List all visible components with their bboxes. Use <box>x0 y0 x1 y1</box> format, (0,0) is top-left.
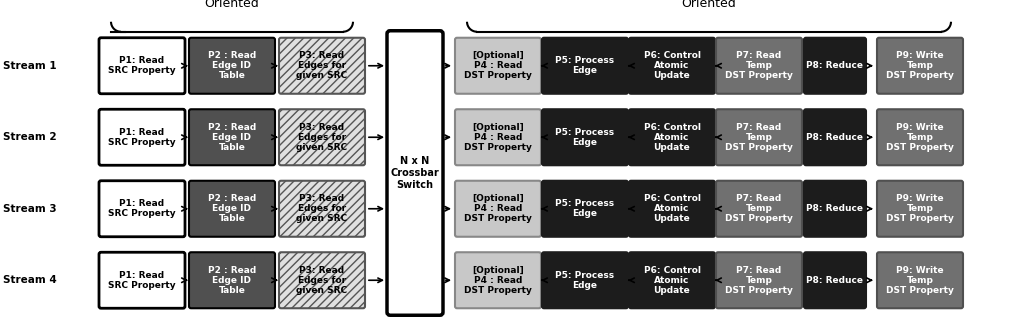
FancyBboxPatch shape <box>98 38 185 94</box>
Text: Source -
Oriented: Source - Oriented <box>204 0 260 10</box>
Text: P3: Read
Edges for
given SRC: P3: Read Edges for given SRC <box>297 266 348 295</box>
FancyBboxPatch shape <box>455 109 541 165</box>
Text: P6: Control
Atomic
Update: P6: Control Atomic Update <box>643 51 701 80</box>
Text: P8: Reduce: P8: Reduce <box>806 61 864 70</box>
FancyBboxPatch shape <box>279 252 365 308</box>
Text: N x N
Crossbar
Switch: N x N Crossbar Switch <box>391 156 439 190</box>
FancyBboxPatch shape <box>189 252 275 308</box>
FancyBboxPatch shape <box>804 252 866 308</box>
FancyBboxPatch shape <box>804 38 866 94</box>
Text: P1: Read
SRC Property: P1: Read SRC Property <box>108 199 175 218</box>
FancyBboxPatch shape <box>716 181 802 237</box>
Text: P1: Read
SRC Property: P1: Read SRC Property <box>108 56 175 75</box>
Text: P9: Write
Temp
DST Property: P9: Write Temp DST Property <box>886 194 954 223</box>
Text: P2 : Read
Edge ID
Table: P2 : Read Edge ID Table <box>208 123 256 152</box>
FancyBboxPatch shape <box>455 38 541 94</box>
FancyBboxPatch shape <box>804 181 866 237</box>
Text: [Optional]
P4 : Read
DST Property: [Optional] P4 : Read DST Property <box>464 194 531 223</box>
Text: Stream 2: Stream 2 <box>3 132 56 142</box>
Text: P8: Reduce: P8: Reduce <box>806 204 864 213</box>
Text: [Optional]
P4 : Read
DST Property: [Optional] P4 : Read DST Property <box>464 123 531 152</box>
Text: P2 : Read
Edge ID
Table: P2 : Read Edge ID Table <box>208 266 256 295</box>
FancyBboxPatch shape <box>387 31 443 315</box>
Text: P7: Read
Temp
DST Property: P7: Read Temp DST Property <box>725 194 793 223</box>
FancyBboxPatch shape <box>542 109 628 165</box>
Text: P2 : Read
Edge ID
Table: P2 : Read Edge ID Table <box>208 194 256 223</box>
Text: [Optional]
P4 : Read
DST Property: [Optional] P4 : Read DST Property <box>464 51 531 80</box>
FancyBboxPatch shape <box>877 252 963 308</box>
Text: P5: Process
Edge: P5: Process Edge <box>555 271 615 290</box>
FancyBboxPatch shape <box>716 38 802 94</box>
Text: P3: Read
Edges for
given SRC: P3: Read Edges for given SRC <box>297 123 348 152</box>
FancyBboxPatch shape <box>455 252 541 308</box>
Text: P5: Process
Edge: P5: Process Edge <box>555 199 615 218</box>
Text: P8: Reduce: P8: Reduce <box>806 133 864 142</box>
Text: P5: Process
Edge: P5: Process Edge <box>555 128 615 147</box>
FancyBboxPatch shape <box>804 109 866 165</box>
Text: P6: Control
Atomic
Update: P6: Control Atomic Update <box>643 266 701 295</box>
FancyBboxPatch shape <box>716 252 802 308</box>
Text: Stream 3: Stream 3 <box>3 204 56 214</box>
FancyBboxPatch shape <box>279 38 365 94</box>
Text: P8: Reduce: P8: Reduce <box>806 276 864 285</box>
FancyBboxPatch shape <box>716 109 802 165</box>
Text: Stream 4: Stream 4 <box>3 275 56 285</box>
Text: P1: Read
SRC Property: P1: Read SRC Property <box>108 128 175 147</box>
FancyBboxPatch shape <box>542 252 628 308</box>
Text: P6: Control
Atomic
Update: P6: Control Atomic Update <box>643 123 701 152</box>
FancyBboxPatch shape <box>877 181 963 237</box>
FancyBboxPatch shape <box>279 109 365 165</box>
FancyBboxPatch shape <box>877 109 963 165</box>
Text: P1: Read
SRC Property: P1: Read SRC Property <box>108 271 175 290</box>
FancyBboxPatch shape <box>279 181 365 237</box>
FancyBboxPatch shape <box>98 181 185 237</box>
FancyBboxPatch shape <box>542 181 628 237</box>
Text: P6: Control
Atomic
Update: P6: Control Atomic Update <box>643 194 701 223</box>
FancyBboxPatch shape <box>629 38 715 94</box>
Text: P5: Process
Edge: P5: Process Edge <box>555 56 615 75</box>
Text: P3: Read
Edges for
given SRC: P3: Read Edges for given SRC <box>297 194 348 223</box>
Text: P9: Write
Temp
DST Property: P9: Write Temp DST Property <box>886 51 954 80</box>
FancyBboxPatch shape <box>98 252 185 308</box>
FancyBboxPatch shape <box>629 109 715 165</box>
FancyBboxPatch shape <box>877 38 963 94</box>
Text: [Optional]
P4 : Read
DST Property: [Optional] P4 : Read DST Property <box>464 266 531 295</box>
FancyBboxPatch shape <box>189 181 275 237</box>
Text: Stream 1: Stream 1 <box>3 61 56 71</box>
Text: Destination-
Oriented: Destination- Oriented <box>671 0 747 10</box>
Text: P2 : Read
Edge ID
Table: P2 : Read Edge ID Table <box>208 51 256 80</box>
FancyBboxPatch shape <box>629 181 715 237</box>
FancyBboxPatch shape <box>629 252 715 308</box>
Text: P7: Read
Temp
DST Property: P7: Read Temp DST Property <box>725 266 793 295</box>
Text: P9: Write
Temp
DST Property: P9: Write Temp DST Property <box>886 123 954 152</box>
FancyBboxPatch shape <box>542 38 628 94</box>
Text: P3: Read
Edges for
given SRC: P3: Read Edges for given SRC <box>297 51 348 80</box>
FancyBboxPatch shape <box>189 38 275 94</box>
FancyBboxPatch shape <box>455 181 541 237</box>
FancyBboxPatch shape <box>189 109 275 165</box>
Text: P7: Read
Temp
DST Property: P7: Read Temp DST Property <box>725 51 793 80</box>
Text: P7: Read
Temp
DST Property: P7: Read Temp DST Property <box>725 123 793 152</box>
Text: P9: Write
Temp
DST Property: P9: Write Temp DST Property <box>886 266 954 295</box>
FancyBboxPatch shape <box>98 109 185 165</box>
